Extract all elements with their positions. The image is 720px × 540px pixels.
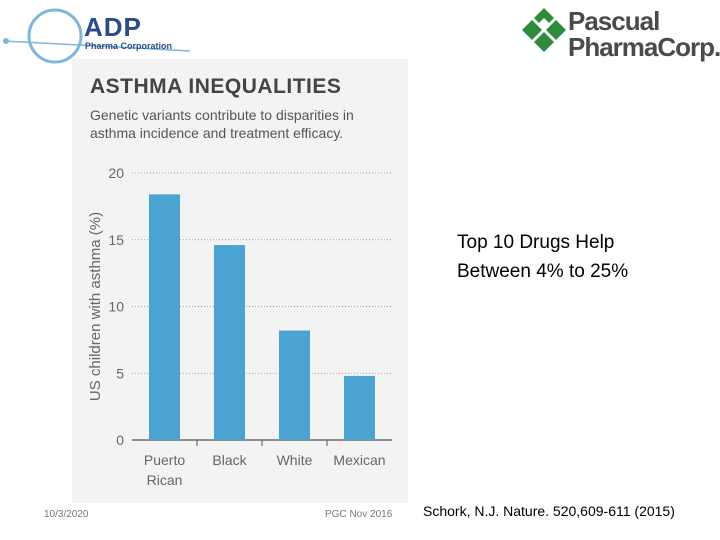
adp-logo: ADP Pharma Corporation — [0, 4, 200, 64]
side-text-line-2: Between 4% to 25% — [457, 261, 629, 282]
side-text-line-1: Top 10 Drugs Help — [457, 232, 615, 253]
citation: Schork, N.J. Nature. 520,609-611 (2015) — [423, 503, 675, 519]
pascual-logo-line2: PharmaCorp.® — [568, 34, 720, 60]
pascual-logo-line1: Pascual — [568, 6, 660, 36]
pascual-logo: Pascual PharmaCorp.® — [0, 0, 720, 70]
figure-subtitle: Genetic variants contribute to dispariti… — [90, 107, 354, 141]
bar-chart: 0 5 10 15 20 US children with asthma (%) Puert… — [87, 165, 392, 488]
adp-circle-icon — [3, 8, 191, 64]
y-tick-label: 10 — [108, 299, 124, 315]
y-tick-label: 0 — [116, 432, 124, 448]
x-category-label: White — [277, 452, 313, 468]
bar-2 — [279, 330, 310, 440]
x-category-label: Mexican — [333, 452, 385, 468]
asthma-figure-panel: ASTHMA INEQUALITIES Genetic variants con… — [72, 59, 408, 503]
bar-3 — [344, 375, 375, 440]
side-text: Top 10 Drugs Help Between 4% to 25% — [457, 228, 628, 286]
x-category-label: Puerto — [144, 452, 185, 468]
pascual-diamond-icon — [522, 8, 566, 52]
y-axis-label: US children with asthma (%) — [87, 212, 104, 401]
y-tick-label: 20 — [108, 165, 124, 181]
x-category-label: Rican — [147, 472, 183, 488]
adp-logo-subtitle: Pharma Corporation — [85, 41, 173, 51]
footer-event: PGC Nov 2016 — [325, 509, 393, 520]
footer-date: 10/3/2020 — [44, 509, 89, 520]
x-category-label: Black — [212, 452, 247, 468]
y-tick-label: 5 — [116, 365, 124, 381]
adp-logo-name: ADP — [84, 12, 142, 42]
y-tick-label: 15 — [108, 232, 124, 248]
bar-1 — [214, 245, 245, 440]
figure-title: ASTHMA INEQUALITIES — [90, 75, 342, 98]
bar-0 — [149, 194, 180, 440]
pascual-logo-line2-text: PharmaCorp. — [568, 32, 720, 62]
